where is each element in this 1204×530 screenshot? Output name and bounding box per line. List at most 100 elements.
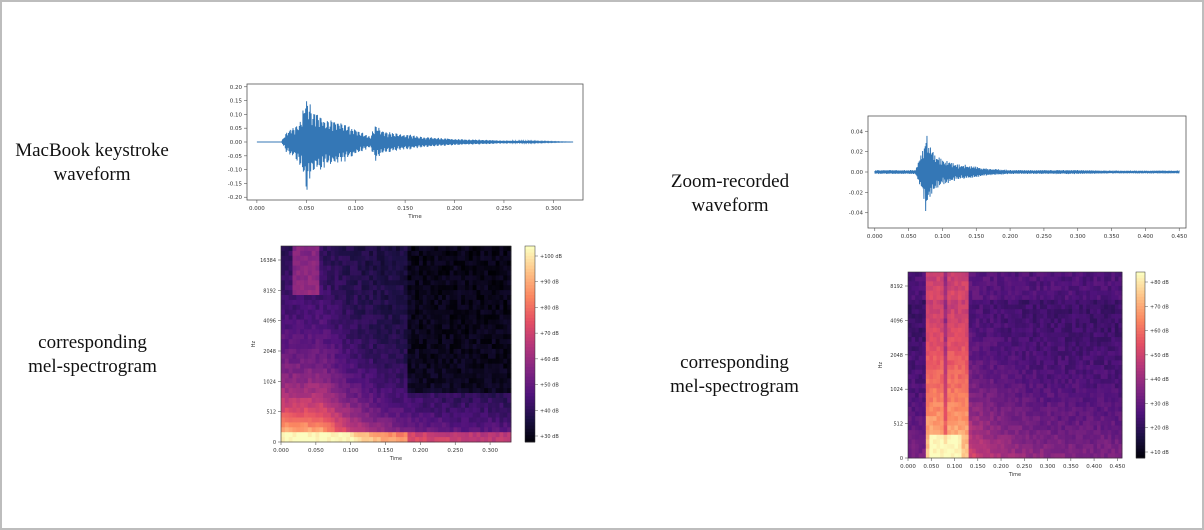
spectrogram-cell: [990, 402, 994, 408]
spectrogram-cell: [954, 355, 959, 361]
spectrogram-cell: [997, 299, 1002, 305]
spectrogram-cell: [975, 388, 980, 394]
spectrogram-cell: [975, 397, 980, 403]
spectrogram-cell: [979, 346, 984, 352]
spectrogram-cell: [311, 304, 316, 311]
spectrogram-cell: [376, 260, 382, 266]
spectrogram-cell: [407, 397, 412, 404]
spectrogram-cell: [300, 344, 305, 350]
spectrogram-cell: [961, 374, 966, 380]
spectrogram-cell: [311, 295, 316, 301]
spectrogram-cell: [338, 339, 343, 345]
spectrogram-cell: [965, 425, 970, 431]
spectrogram-cell: [1064, 295, 1069, 301]
spectrogram-cell: [281, 344, 286, 350]
spectrogram-cell: [918, 318, 923, 324]
spectrogram-cell: [1107, 351, 1112, 357]
spectrogram-cell: [932, 425, 937, 431]
spectrogram-cell: [465, 402, 470, 409]
spectrogram-cell: [411, 422, 416, 428]
spectrogram-cell: [932, 355, 937, 361]
spectrogram-cell: [1054, 448, 1059, 454]
spectrogram-cell: [1004, 281, 1009, 287]
spectrogram-cell: [380, 314, 385, 320]
spectrogram-cell: [407, 246, 412, 252]
spectrogram-cell: [1043, 313, 1048, 319]
spectrogram-cell: [488, 393, 493, 399]
spectrogram-cell: [979, 448, 984, 454]
spectrogram-cell: [943, 276, 948, 282]
spectrogram-cell: [1068, 272, 1073, 278]
spectrogram-cell: [495, 290, 500, 296]
spectrogram-cell: [990, 295, 994, 301]
spectrogram-cell: [472, 353, 477, 360]
spectrogram-cell: [449, 378, 454, 384]
spectrogram-cell: [445, 334, 451, 340]
spectrogram-cell: [323, 353, 328, 360]
spectrogram-cell: [1025, 355, 1030, 361]
spectrogram-cell: [503, 373, 508, 379]
spectrogram-cell: [993, 281, 998, 287]
spectrogram-cell: [1107, 378, 1112, 384]
spectrogram-cell: [954, 416, 959, 422]
spectrogram-cell: [1064, 323, 1069, 329]
spectrogram-cell: [307, 255, 313, 262]
spectrogram-cell: [968, 378, 973, 384]
spectrogram-cell: [281, 285, 286, 291]
spectrogram-cell: [361, 270, 366, 276]
spectrogram-cell: [1022, 327, 1027, 333]
spectrogram-cell: [426, 295, 431, 301]
spectrogram-cell: [1079, 318, 1084, 324]
spectrogram-cell: [453, 329, 458, 335]
spectrogram-cell: [411, 353, 416, 360]
spectrogram-cell: [1039, 290, 1044, 296]
caption-left-mel: corresponding mel-spectrogram: [10, 331, 175, 379]
spectrogram-cell: [438, 422, 443, 428]
colorbar-segment: [525, 308, 535, 312]
spectrogram-cell: [1114, 425, 1119, 431]
spectrogram-cell: [346, 427, 351, 433]
spectrogram-cell: [1107, 355, 1112, 361]
caption-macbook-waveform: MacBook keystroke waveform: [4, 139, 180, 187]
spectrogram-cell: [1057, 341, 1062, 347]
spectrogram-cell: [1118, 425, 1123, 431]
spectrogram-cell: [1089, 392, 1094, 398]
spectrogram-cell: [461, 422, 466, 428]
spectrogram-cell: [1054, 341, 1059, 347]
spectrogram-cell: [399, 348, 405, 355]
spectrogram-cell: [986, 416, 991, 422]
spectrogram-cell: [457, 358, 462, 364]
spectrogram-cell: [284, 437, 290, 443]
caption-line: corresponding: [680, 352, 789, 373]
spectrogram-cell: [465, 348, 470, 355]
spectrogram-cell: [353, 397, 359, 404]
spectrogram-cell: [361, 299, 366, 306]
spectrogram-cell: [1022, 383, 1027, 389]
spectrogram-cell: [954, 392, 959, 398]
spectrogram-cell: [961, 346, 966, 352]
spectrogram-cell: [442, 427, 447, 433]
spectrogram-cell: [334, 285, 339, 291]
spectrogram-cell: [438, 393, 443, 399]
spectrogram-cell: [961, 318, 966, 324]
spectrogram-cell: [986, 290, 991, 296]
spectrogram-cell: [369, 427, 374, 433]
spectrogram-cell: [507, 255, 512, 262]
spectrogram-cell: [342, 363, 347, 369]
spectrogram-cell: [491, 432, 497, 438]
spectrogram-cell: [940, 439, 945, 445]
spectrogram-cell: [300, 427, 305, 433]
spectrogram-cell: [465, 295, 470, 301]
spectrogram-cell: [430, 432, 435, 438]
spectrogram-cell: [488, 348, 493, 355]
spectrogram-cell: [468, 304, 474, 311]
spectrogram-cell: [1043, 374, 1048, 380]
spectrogram-cell: [396, 255, 401, 262]
spectrogram-cell: [357, 275, 362, 281]
spectrogram-cell: [503, 368, 508, 374]
spectrogram-cell: [990, 323, 994, 329]
spectrogram-cell: [384, 329, 389, 335]
spectrogram-cell: [911, 416, 916, 422]
spectrogram-cell: [434, 314, 439, 320]
spectrogram-cell: [1050, 295, 1055, 301]
